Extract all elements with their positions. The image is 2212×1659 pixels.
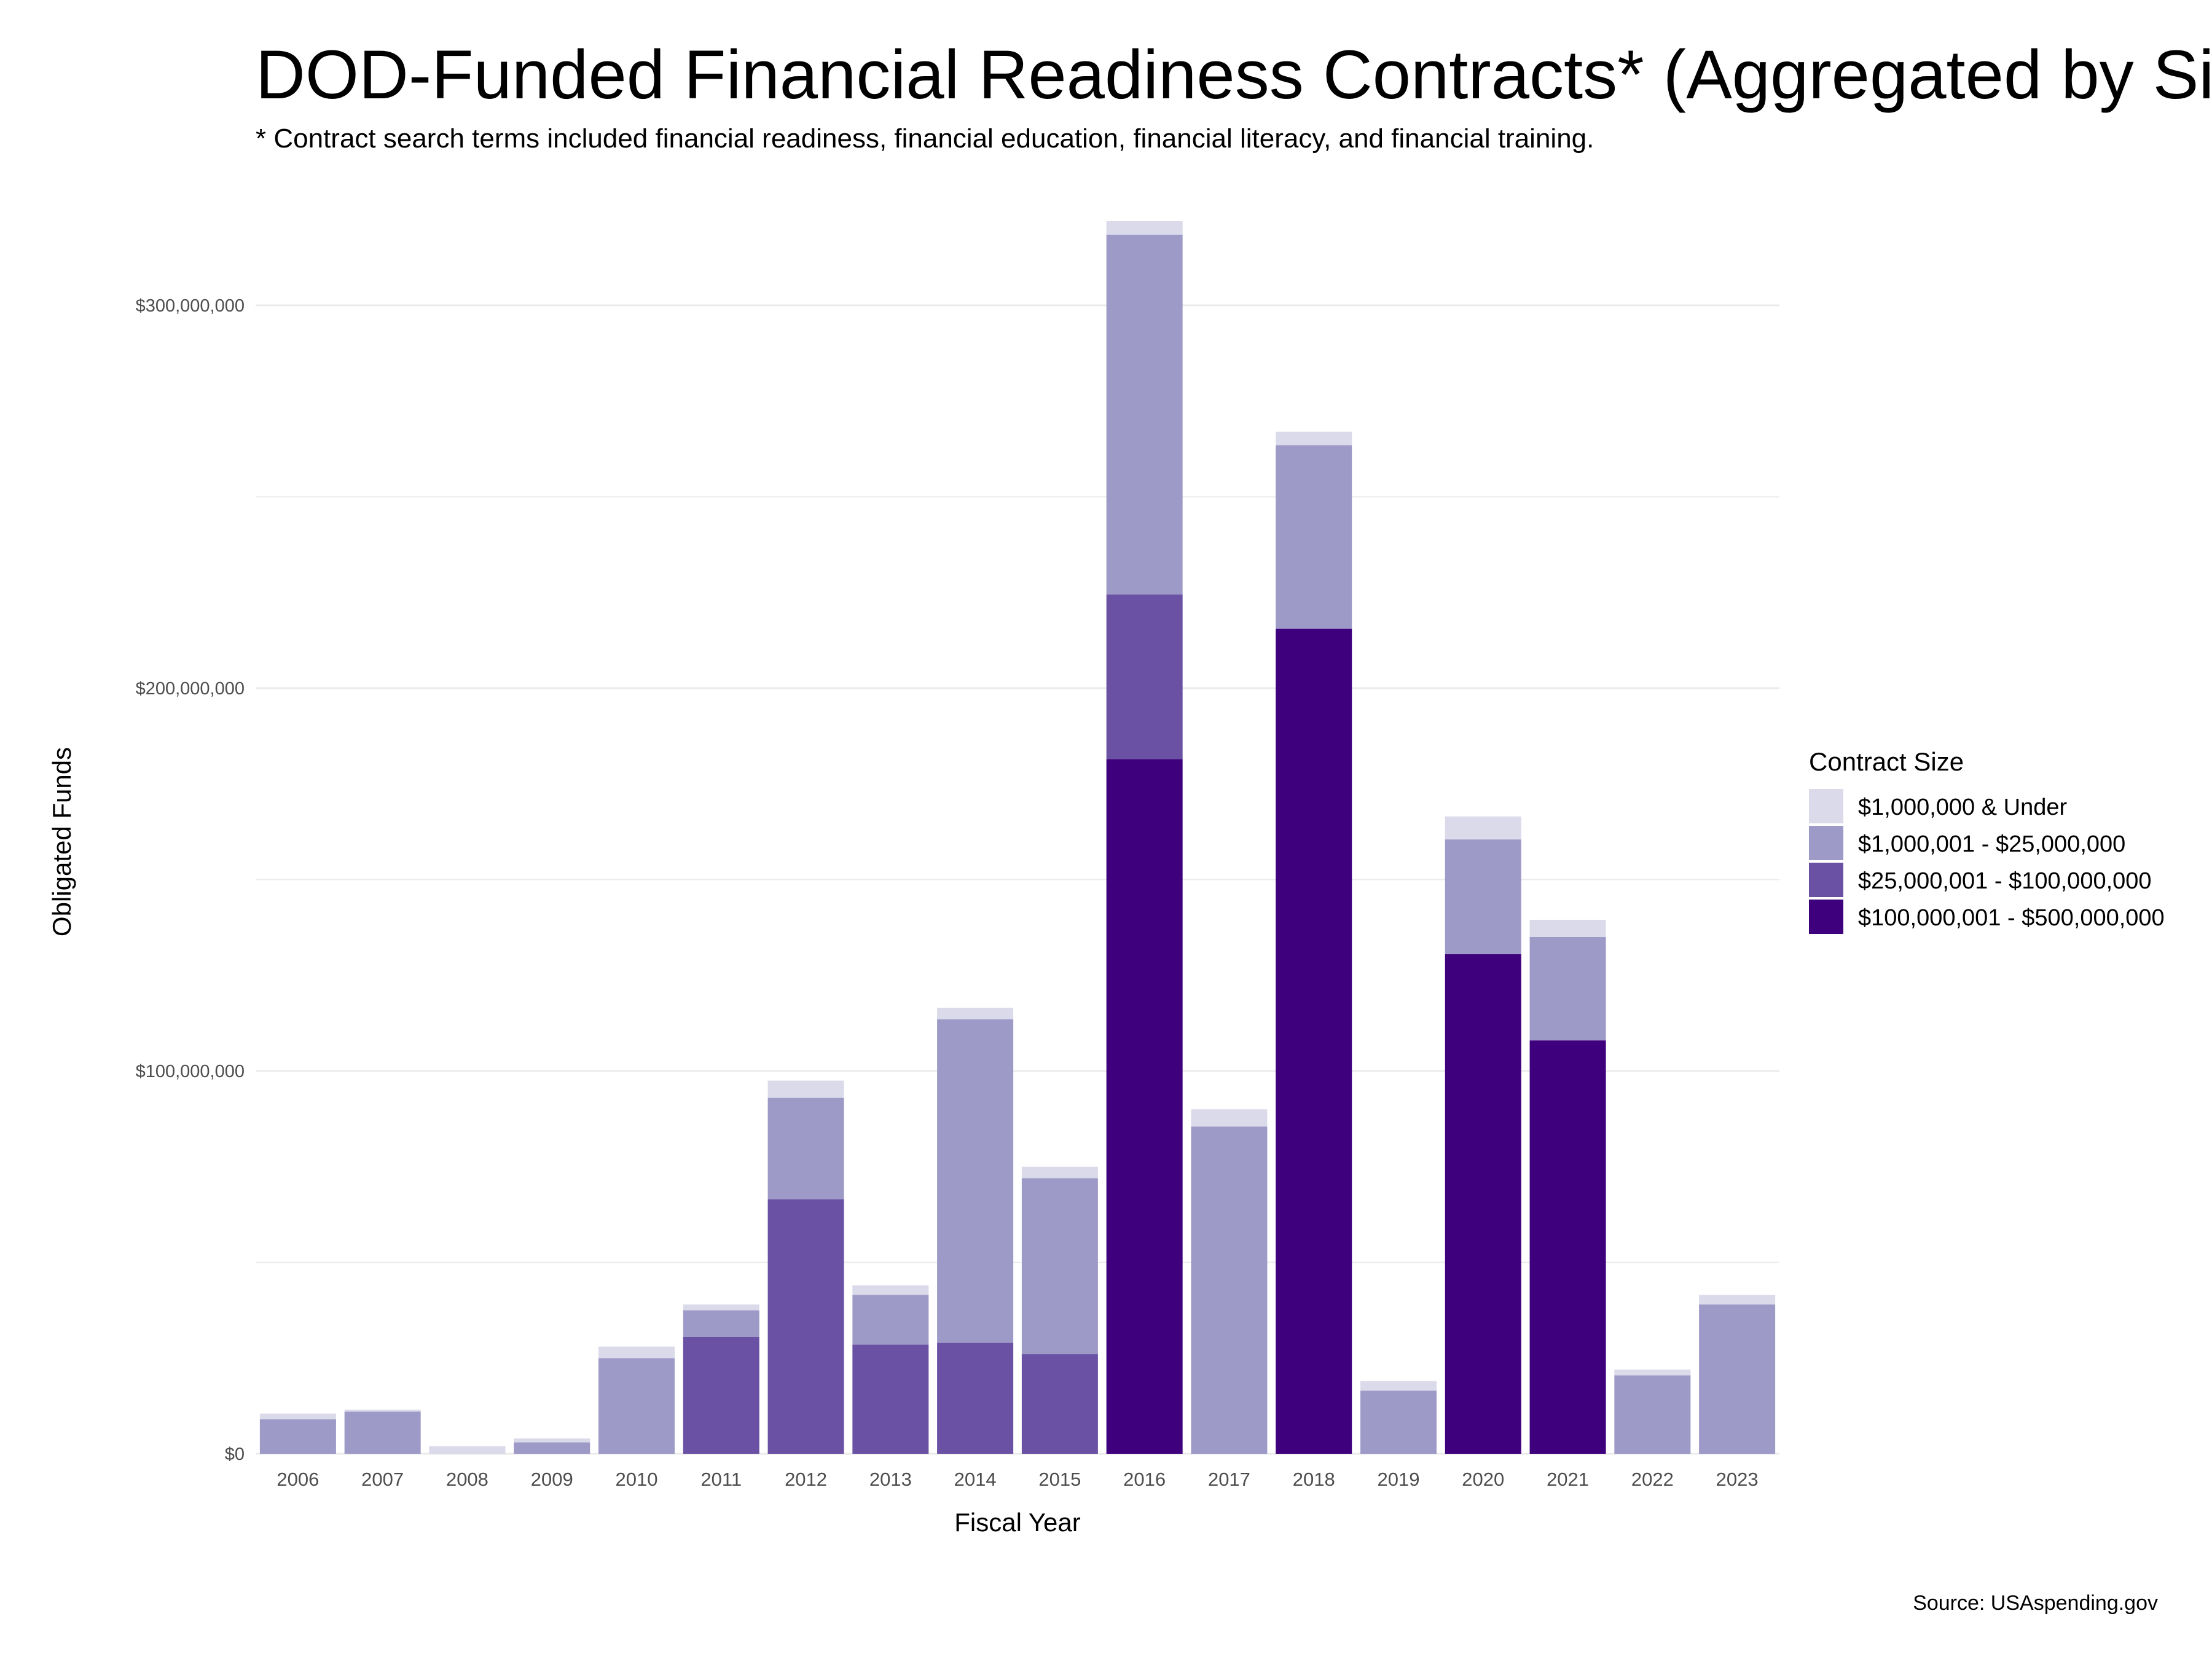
bar-segment-2021 (1529, 919, 1606, 937)
legend-swatch (1809, 863, 1843, 897)
bar-segment-2018 (1276, 445, 1352, 629)
bar-segment-2016 (1106, 234, 1183, 595)
x-tick-label: 2010 (616, 1469, 658, 1490)
x-tick-label: 2011 (700, 1469, 742, 1490)
x-tick-label: 2019 (1378, 1469, 1420, 1490)
x-tick-label: 2012 (785, 1469, 827, 1490)
bar-segment-2007 (344, 1410, 421, 1412)
chart-title: DOD-Funded Financial Readiness Contracts… (256, 36, 2212, 113)
legend-label: $1,000,001 - $25,000,000 (1858, 831, 2125, 857)
bar-segment-2013 (852, 1344, 929, 1454)
x-axis-ticks: 2006 2007 2008 2009 2010 2011 2012 2013 2014 2015… (276, 1469, 1758, 1490)
legend-title: Contract Size (1809, 747, 1964, 776)
x-tick-label: 2020 (1462, 1469, 1504, 1490)
bar-segment-2013 (852, 1285, 929, 1295)
bar-segment-2016 (1106, 221, 1183, 235)
bars (259, 221, 1776, 1454)
bar-segment-2020 (1445, 954, 1521, 1454)
legend-swatch (1809, 826, 1843, 860)
bar-segment-2011 (683, 1304, 759, 1311)
x-tick-label: 2015 (1038, 1469, 1081, 1490)
bar-segment-2012 (767, 1097, 844, 1199)
bar-segment-2023 (1699, 1304, 1776, 1454)
legend-label: $25,000,001 - $100,000,000 (1858, 868, 2152, 894)
bar-segment-2014 (937, 1008, 1014, 1019)
bar-segment-2006 (259, 1413, 336, 1419)
legend-items: $1,000,000 & Under $1,000,001 - $25,000,0… (1809, 789, 2165, 934)
bar-segment-2007 (344, 1411, 421, 1454)
bar-segment-2010 (598, 1346, 675, 1359)
y-tick-label: $300,000,000 (136, 296, 245, 316)
y-axis-title: Obligated Funds (47, 747, 76, 936)
x-tick-label: 2022 (1631, 1469, 1674, 1490)
bar-segment-2013 (852, 1295, 929, 1345)
bar-segment-2011 (683, 1336, 759, 1454)
bar-segment-2011 (683, 1310, 759, 1337)
bar-segment-2019 (1360, 1381, 1437, 1391)
chart-subtitle: * Contract search terms included financi… (256, 124, 1594, 154)
x-tick-label: 2007 (361, 1469, 404, 1490)
y-axis-ticks: $0 $100,000,000 $200,000,000 $300,000,000 (136, 296, 245, 1464)
bar-segment-2009 (514, 1438, 590, 1443)
bar-segment-2009 (514, 1442, 590, 1454)
bar-segment-2016 (1106, 594, 1183, 759)
bar-segment-2006 (259, 1419, 336, 1454)
bar-segment-2012 (767, 1080, 844, 1098)
x-tick-label: 2017 (1208, 1469, 1250, 1490)
bar-segment-2015 (1021, 1354, 1098, 1454)
bar-segment-2012 (767, 1199, 844, 1454)
bar-segment-2015 (1021, 1178, 1098, 1355)
x-tick-label: 2006 (276, 1469, 319, 1490)
bar-segment-2017 (1191, 1109, 1268, 1127)
x-tick-label: 2008 (446, 1469, 488, 1490)
bar-segment-2018 (1276, 431, 1352, 445)
x-tick-label: 2013 (869, 1469, 912, 1490)
bar-segment-2019 (1360, 1390, 1437, 1454)
x-tick-label: 2018 (1293, 1469, 1335, 1490)
legend-swatch (1809, 900, 1843, 934)
source-caption: Source: USAspending.gov (1913, 1591, 2158, 1615)
y-tick-label: $0 (225, 1445, 245, 1464)
bar-segment-2014 (937, 1019, 1014, 1343)
bar-segment-2020 (1445, 839, 1521, 955)
bar-segment-2021 (1529, 1040, 1606, 1454)
x-tick-label: 2016 (1123, 1469, 1166, 1490)
bar-segment-2010 (598, 1358, 675, 1454)
bar-segment-2022 (1614, 1375, 1691, 1454)
bar-segment-2015 (1021, 1166, 1098, 1179)
x-tick-label: 2014 (954, 1469, 997, 1490)
bar-segment-2020 (1445, 816, 1521, 840)
bar-segment-2021 (1529, 936, 1606, 1041)
legend: Contract Size $1,000,000 & Under$1,000,0… (1809, 747, 2165, 934)
bar-segment-2018 (1276, 629, 1352, 1454)
bar-segment-2016 (1106, 759, 1183, 1454)
legend-label: $1,000,000 & Under (1858, 794, 2067, 820)
legend-swatch (1809, 789, 1843, 823)
x-tick-label: 2009 (531, 1469, 573, 1490)
bar-segment-2023 (1699, 1295, 1776, 1305)
legend-label: $100,000,001 - $500,000,000 (1858, 905, 2165, 931)
bar-segment-2008 (429, 1446, 506, 1454)
y-tick-label: $200,000,000 (136, 679, 245, 699)
x-tick-label: 2023 (1716, 1469, 1759, 1490)
bar-segment-2017 (1191, 1126, 1268, 1454)
y-tick-label: $100,000,000 (136, 1062, 245, 1081)
gridlines (256, 304, 1779, 1455)
bar-segment-2014 (937, 1343, 1014, 1454)
x-tick-label: 2021 (1547, 1469, 1589, 1490)
bar-segment-2022 (1614, 1369, 1691, 1376)
x-axis-title: Fiscal Year (954, 1508, 1080, 1537)
